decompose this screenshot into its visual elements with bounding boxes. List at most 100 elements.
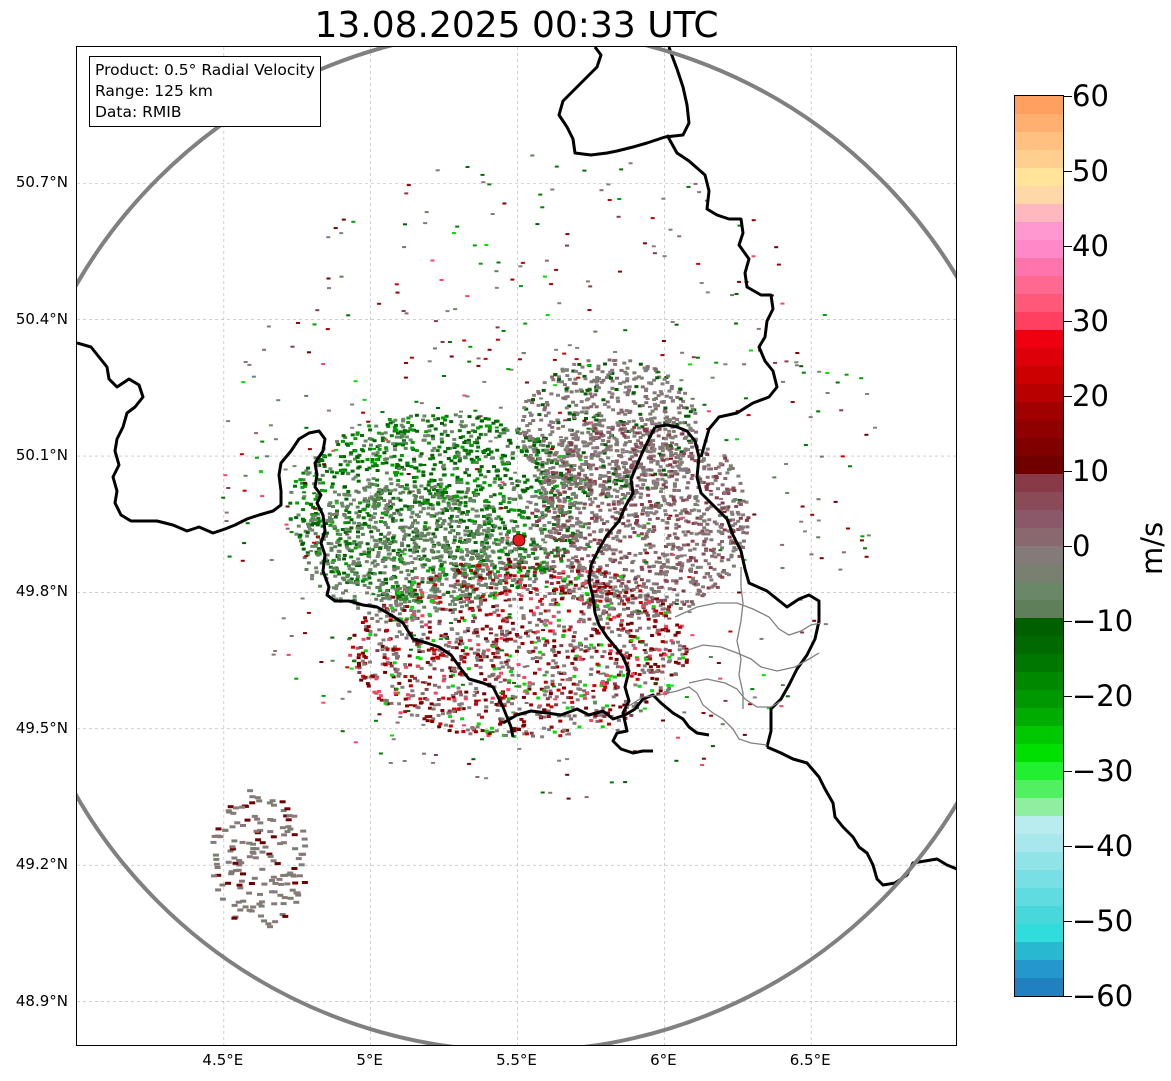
echo-pixel xyxy=(540,494,545,498)
echo-pixel xyxy=(585,462,590,466)
echo-pixel xyxy=(592,561,597,564)
echo-pixel xyxy=(329,570,334,574)
echo-pixel xyxy=(375,445,380,449)
echo-pixel xyxy=(637,375,641,379)
echo-pixel xyxy=(606,616,611,620)
echo-pixel xyxy=(591,438,596,442)
echo-pixel xyxy=(654,429,659,433)
echo-pixel xyxy=(426,648,431,652)
echo-pixel xyxy=(678,512,683,516)
echo-pixel xyxy=(456,686,461,690)
echo-pixel xyxy=(458,597,463,601)
echo-pixel xyxy=(466,487,471,491)
echo-pixel xyxy=(423,434,428,438)
echo-pixel xyxy=(702,467,707,471)
echo-pixel xyxy=(630,594,635,598)
echo-pixel xyxy=(465,510,470,513)
echo-pixel xyxy=(412,460,417,463)
echo-pixel xyxy=(515,431,520,435)
echo-pixel xyxy=(698,531,703,535)
echo-pixel xyxy=(394,604,399,608)
echo-pixel xyxy=(315,464,320,468)
echo-pixel xyxy=(496,570,500,574)
echo-pixel xyxy=(417,648,422,652)
echo-pixel xyxy=(394,466,399,469)
echo-pixel xyxy=(550,470,555,474)
echo-pixel xyxy=(569,454,574,458)
echo-pixel xyxy=(420,625,424,629)
echo-pixel xyxy=(659,566,664,570)
echo-pixel xyxy=(423,697,428,701)
echo-pixel xyxy=(392,556,397,560)
echo-pixel xyxy=(388,618,393,622)
echo-pixel xyxy=(493,477,498,481)
echo-pixel xyxy=(678,625,683,629)
echo-pixel xyxy=(444,577,449,581)
echo-pixel xyxy=(527,684,532,688)
echo-pixel xyxy=(622,471,627,475)
echo-pixel xyxy=(584,460,589,463)
echo-pixel xyxy=(463,529,468,533)
echo-pixel xyxy=(507,529,511,533)
echo-pixel xyxy=(478,425,483,429)
echo-pixel xyxy=(635,519,640,522)
echo-pixel xyxy=(719,559,724,563)
echo-pixel xyxy=(633,683,638,687)
echo-pixel xyxy=(420,580,425,584)
echo-pixel xyxy=(361,516,366,520)
echo-pixel xyxy=(401,490,406,494)
echo-pixel xyxy=(437,648,442,652)
echo-pixel xyxy=(444,491,448,494)
echo-pixel xyxy=(421,470,426,474)
echo-pixel xyxy=(353,437,358,441)
echo-pixel xyxy=(295,501,300,505)
echo-pixel xyxy=(383,521,387,524)
echo-pixel xyxy=(448,584,453,588)
echo-pixel xyxy=(705,475,710,479)
echo-pixel xyxy=(620,461,625,465)
echo-pixel xyxy=(427,480,432,484)
echo-pixel xyxy=(409,524,414,528)
echo-pixel xyxy=(601,706,606,710)
echo-pixel xyxy=(565,535,570,539)
echo-pixel xyxy=(545,444,550,448)
echo-pixel xyxy=(373,512,377,516)
echo-pixel xyxy=(355,581,360,585)
echo-pixel xyxy=(426,512,431,516)
echo-pixel xyxy=(577,565,581,569)
echo-pixel xyxy=(583,637,588,641)
echo-pixel xyxy=(458,457,462,461)
echo-pixel xyxy=(559,474,564,478)
echo-pixel xyxy=(544,414,548,418)
echo-pixel xyxy=(474,569,479,573)
echo-pixel xyxy=(611,552,616,556)
echo-pixel xyxy=(464,491,469,495)
echo-pixel xyxy=(738,516,743,520)
echo-pixel xyxy=(558,734,563,738)
echo-pixel xyxy=(557,476,562,480)
echo-pixel xyxy=(583,491,587,495)
echo-pixel xyxy=(585,388,590,392)
echo-pixel xyxy=(633,577,638,581)
echo-pixel xyxy=(394,473,398,477)
echo-pixel xyxy=(569,466,574,470)
echo-pixel xyxy=(416,515,421,518)
echo-pixel xyxy=(518,432,523,436)
echo-pixel xyxy=(428,715,433,718)
echo-pixel xyxy=(710,554,715,558)
echo-pixel xyxy=(328,467,333,471)
echo-pixel xyxy=(386,424,391,428)
echo-pixel xyxy=(539,472,544,476)
echo-pixel xyxy=(598,457,603,461)
echo-pixel xyxy=(630,569,635,573)
echo-pixel xyxy=(399,557,404,561)
echo-pixel xyxy=(545,497,549,501)
echo-pixel xyxy=(418,588,423,592)
echo-pixel xyxy=(518,635,523,639)
echo-pixel xyxy=(579,648,584,652)
echo-pixel xyxy=(427,429,432,433)
echo-pixel xyxy=(431,581,436,585)
echo-pixel xyxy=(520,488,525,492)
echo-pixel xyxy=(641,433,646,437)
echo-pixel xyxy=(572,721,577,725)
